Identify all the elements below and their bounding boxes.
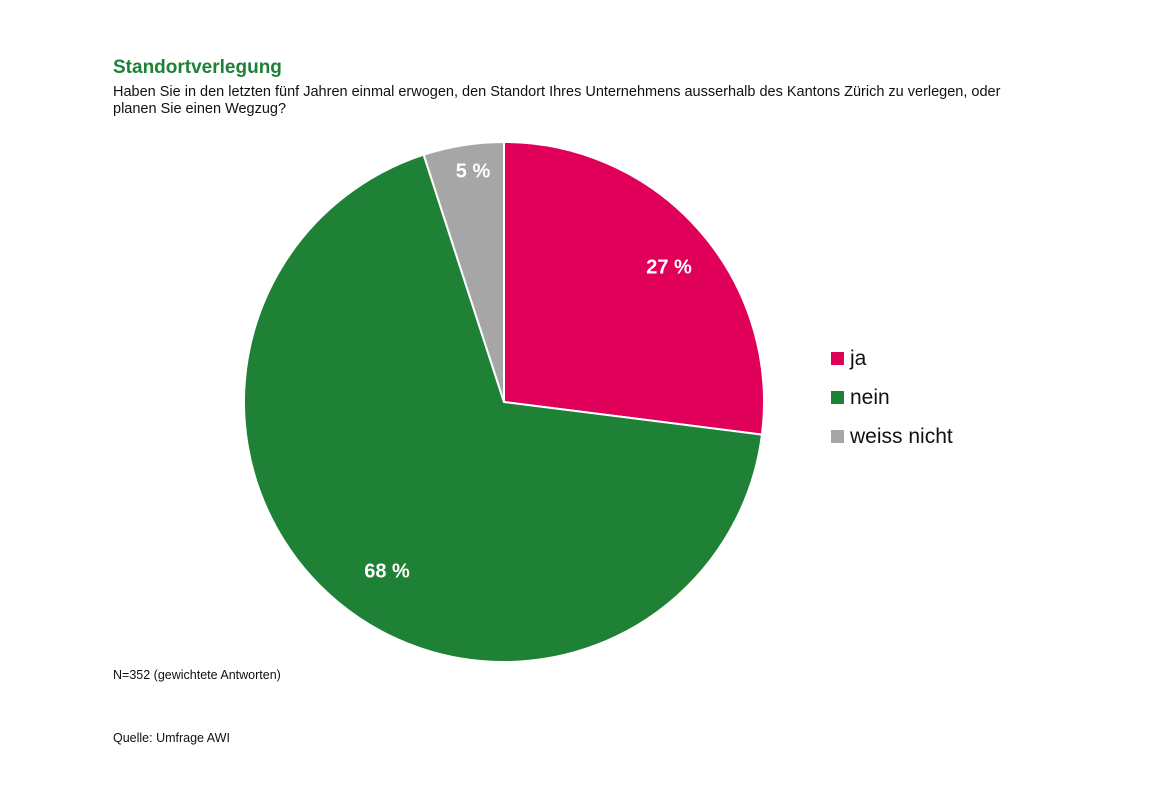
legend-label: ja xyxy=(850,346,867,370)
pie-slice-nein xyxy=(243,153,764,663)
legend-swatch xyxy=(831,391,844,404)
legend-swatch xyxy=(831,352,844,365)
legend-item-ja: ja xyxy=(831,339,953,378)
legend-item-nein: nein xyxy=(831,378,953,417)
legend: ja nein weiss nicht xyxy=(831,339,953,456)
pie-slice-weiss-nicht xyxy=(422,140,505,403)
data-label: 5 % xyxy=(456,160,491,182)
legend-item-weiss-nicht: weiss nicht xyxy=(831,417,953,456)
data-label: 27 % xyxy=(646,256,692,278)
chart-title: Standortverlegung xyxy=(113,57,282,78)
source-note: Quelle: Umfrage AWI xyxy=(113,731,230,745)
sample-size-note: N=352 (gewichtete Antworten) xyxy=(113,668,281,682)
legend-label: weiss nicht xyxy=(850,424,953,448)
chart-subtitle: Haben Sie in den letzten fünf Jahren ein… xyxy=(113,84,1001,117)
legend-label: nein xyxy=(850,385,890,409)
data-label: 68 % xyxy=(364,560,410,582)
pie-slice-ja xyxy=(503,140,765,436)
legend-swatch xyxy=(831,430,844,443)
